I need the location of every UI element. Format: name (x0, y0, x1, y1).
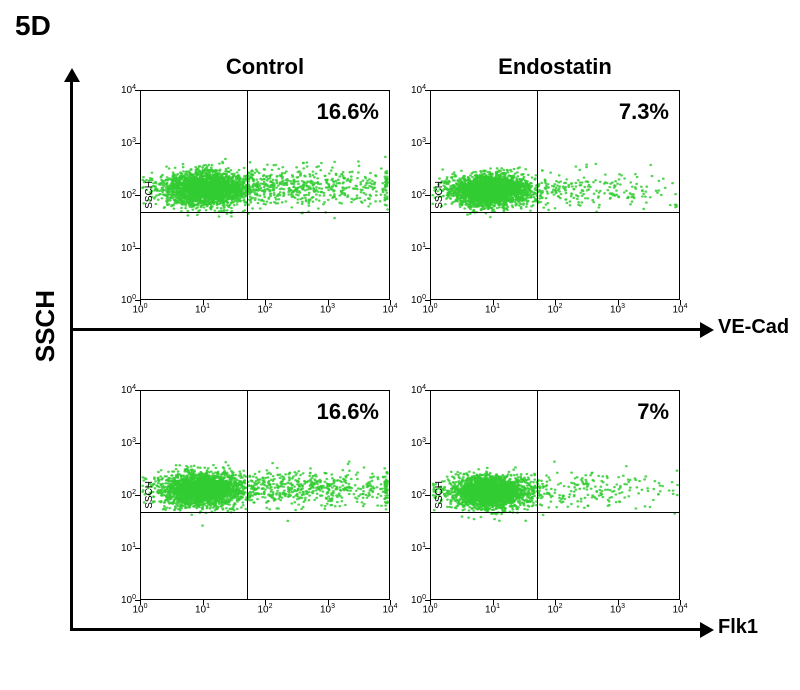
y-tick (425, 300, 430, 301)
y-tick (425, 195, 430, 196)
inner-y-label: SSCH (434, 181, 445, 209)
plot-frame: 7.3% SSCH (430, 90, 680, 300)
big-x-axis-line (70, 328, 700, 331)
y-tick-label: 100 (114, 294, 136, 306)
x-tick (265, 300, 266, 305)
x-tick (203, 600, 204, 605)
big-x-axis-line (70, 628, 700, 631)
x-tick (555, 600, 556, 605)
column-header: Endostatin (430, 54, 680, 80)
x-tick (328, 600, 329, 605)
quadrant-percent: 16.6% (317, 399, 379, 425)
scatter-plot: 16.6%SSCH100101102103104100101102103104 (140, 90, 390, 300)
x-tick (618, 300, 619, 305)
y-tick-label: 102 (404, 489, 426, 501)
x-tick (493, 300, 494, 305)
y-tick-label: 100 (404, 294, 426, 306)
scatter-plot: 7%SSCH100101102103104100101102103104 (430, 390, 680, 600)
x-tick (430, 300, 431, 305)
x-axis-marker-label: Flk1 (718, 616, 758, 639)
x-axis-marker-label: VE-Cad (718, 316, 789, 339)
x-tick (390, 300, 391, 305)
y-tick-label: 103 (114, 136, 136, 148)
y-tick (135, 195, 140, 196)
y-tick-label: 102 (404, 189, 426, 201)
x-tick (680, 300, 681, 305)
inner-y-label: SSCH (434, 481, 445, 509)
gate-hline (431, 212, 679, 213)
scatter-plot: 16.6%SSCH100101102103104100101102103104 (140, 390, 390, 600)
x-tick (203, 300, 204, 305)
big-y-axis-arrow (64, 68, 80, 82)
inner-y-label: SSCH (144, 181, 155, 209)
x-tick (430, 600, 431, 605)
big-y-axis-line (70, 80, 73, 630)
x-tick (493, 600, 494, 605)
y-tick-label: 101 (404, 241, 426, 253)
big-x-axis-arrow (700, 622, 714, 638)
big-x-axis-arrow (700, 322, 714, 338)
y-tick-label: 101 (114, 541, 136, 553)
column-header: Control (140, 54, 390, 80)
x-tick (140, 300, 141, 305)
quadrant-percent: 7.3% (619, 99, 669, 125)
y-tick-label: 101 (404, 541, 426, 553)
y-tick (135, 495, 140, 496)
y-tick (425, 248, 430, 249)
figure-label: 5D (15, 10, 51, 42)
y-tick (135, 600, 140, 601)
gate-hline (431, 512, 679, 513)
x-tick (680, 600, 681, 605)
y-tick (425, 443, 430, 444)
x-tick (618, 600, 619, 605)
y-tick-label: 103 (404, 436, 426, 448)
y-tick-label: 100 (404, 594, 426, 606)
plot-frame: 16.6% SSCH (140, 90, 390, 300)
y-tick-label: 103 (114, 436, 136, 448)
x-tick (140, 600, 141, 605)
y-tick (425, 548, 430, 549)
quadrant-percent: 16.6% (317, 99, 379, 125)
gate-hline (141, 212, 389, 213)
y-tick (425, 390, 430, 391)
gate-vline (537, 91, 538, 299)
y-tick-label: 100 (114, 594, 136, 606)
x-tick (390, 600, 391, 605)
quadrant-percent: 7% (637, 399, 669, 425)
y-tick (135, 548, 140, 549)
y-tick-label: 104 (114, 84, 136, 96)
y-tick (135, 300, 140, 301)
y-tick-label: 101 (114, 241, 136, 253)
y-axis-label-ssch: SSCH (30, 290, 61, 362)
plot-frame: 7% SSCH (430, 390, 680, 600)
plot-frame: 16.6% SSCH (140, 390, 390, 600)
y-tick (135, 143, 140, 144)
inner-y-label: SSCH (144, 481, 155, 509)
y-tick (135, 443, 140, 444)
gate-vline (247, 91, 248, 299)
y-tick-label: 102 (114, 189, 136, 201)
y-tick (425, 600, 430, 601)
gate-vline (537, 391, 538, 599)
gate-hline (141, 512, 389, 513)
y-tick-label: 104 (404, 384, 426, 396)
gate-vline (247, 391, 248, 599)
x-tick (265, 600, 266, 605)
y-tick (425, 143, 430, 144)
scatter-plot: 7.3%SSCH100101102103104100101102103104 (430, 90, 680, 300)
y-tick-label: 103 (404, 136, 426, 148)
y-tick-label: 104 (404, 84, 426, 96)
x-tick (328, 300, 329, 305)
x-tick (555, 300, 556, 305)
y-tick (135, 390, 140, 391)
y-tick (425, 495, 430, 496)
y-tick-label: 102 (114, 489, 136, 501)
y-tick-label: 104 (114, 384, 136, 396)
y-tick (135, 248, 140, 249)
y-tick (425, 90, 430, 91)
y-tick (135, 90, 140, 91)
